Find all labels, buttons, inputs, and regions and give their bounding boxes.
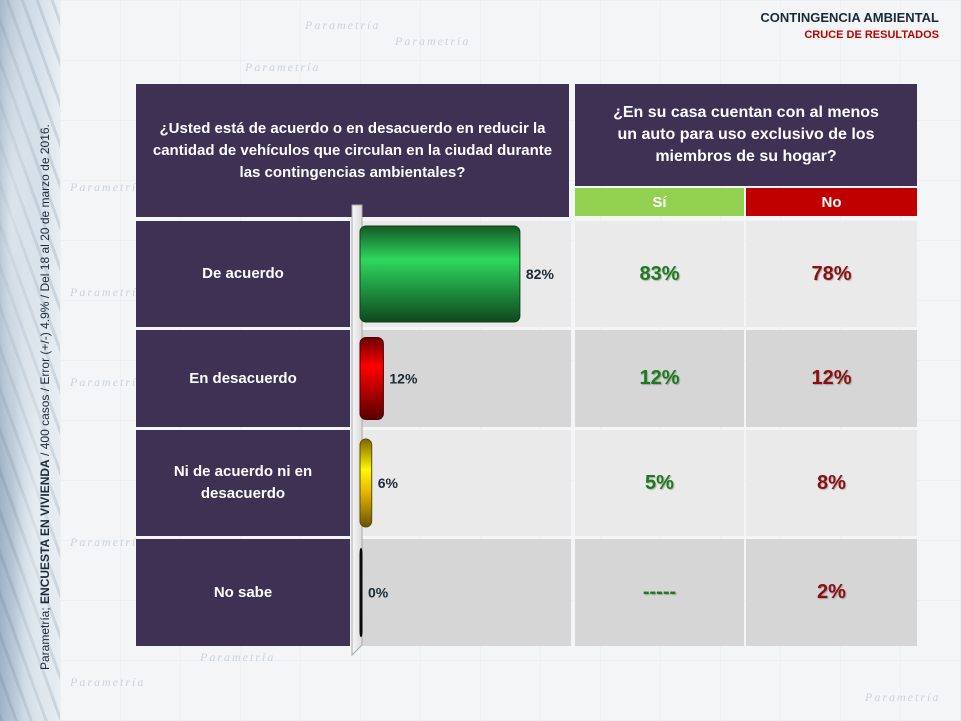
cell-no: 2% (746, 539, 917, 646)
bar-value-label: 12% (389, 371, 418, 387)
watermark: Parametría (70, 375, 146, 389)
cell-no: 8% (746, 430, 917, 536)
watermark: Parametría (245, 60, 321, 74)
watermark: Parametría (200, 650, 276, 664)
row-label: En desacuerdo (136, 330, 350, 427)
watermark: Parametría (305, 18, 381, 32)
cell-si: 5% (575, 430, 744, 536)
watermark: Parametría (70, 535, 146, 549)
bar-value-label: 6% (378, 475, 399, 491)
cell-si: ----- (575, 539, 744, 646)
question-left: ¿Usted está de acuerdo o en desacuerdo e… (136, 84, 569, 217)
cell-si: 83% (575, 221, 744, 327)
cell-si: 12% (575, 330, 744, 427)
bar-value-label: 82% (526, 266, 555, 282)
page-title: CONTINGENCIA AMBIENTAL (760, 10, 939, 25)
bar-row-bg (352, 539, 571, 646)
question-right: ¿En su casa cuentan con al menos un auto… (575, 84, 917, 186)
bar-value-label: 0% (368, 585, 389, 601)
watermark: Parametría (70, 675, 146, 689)
column-header-no: No (746, 188, 917, 216)
watermark: Parametría (70, 285, 146, 299)
watermark: Parametría (865, 690, 941, 704)
watermark: Parametría (395, 34, 471, 48)
cell-no: 12% (746, 330, 917, 427)
bar-3 (359, 548, 363, 637)
page-subtitle: CRUCE DE RESULTADOS (804, 29, 939, 41)
row-label: No sabe (136, 539, 350, 646)
bar-row-bg (352, 330, 571, 427)
bar-0 (359, 225, 521, 323)
bar-row-bg (352, 430, 571, 536)
watermark: Parametría (70, 180, 146, 194)
decorative-strip (0, 0, 60, 721)
cell-no: 78% (746, 221, 917, 327)
bar-2 (359, 438, 373, 528)
column-header-si: Sí (575, 188, 744, 216)
row-label: De acuerdo (136, 221, 350, 327)
bar-1 (359, 337, 384, 420)
row-label: Ni de acuerdo ni en desacuerdo (136, 430, 350, 536)
chart-base-plane (351, 204, 363, 657)
